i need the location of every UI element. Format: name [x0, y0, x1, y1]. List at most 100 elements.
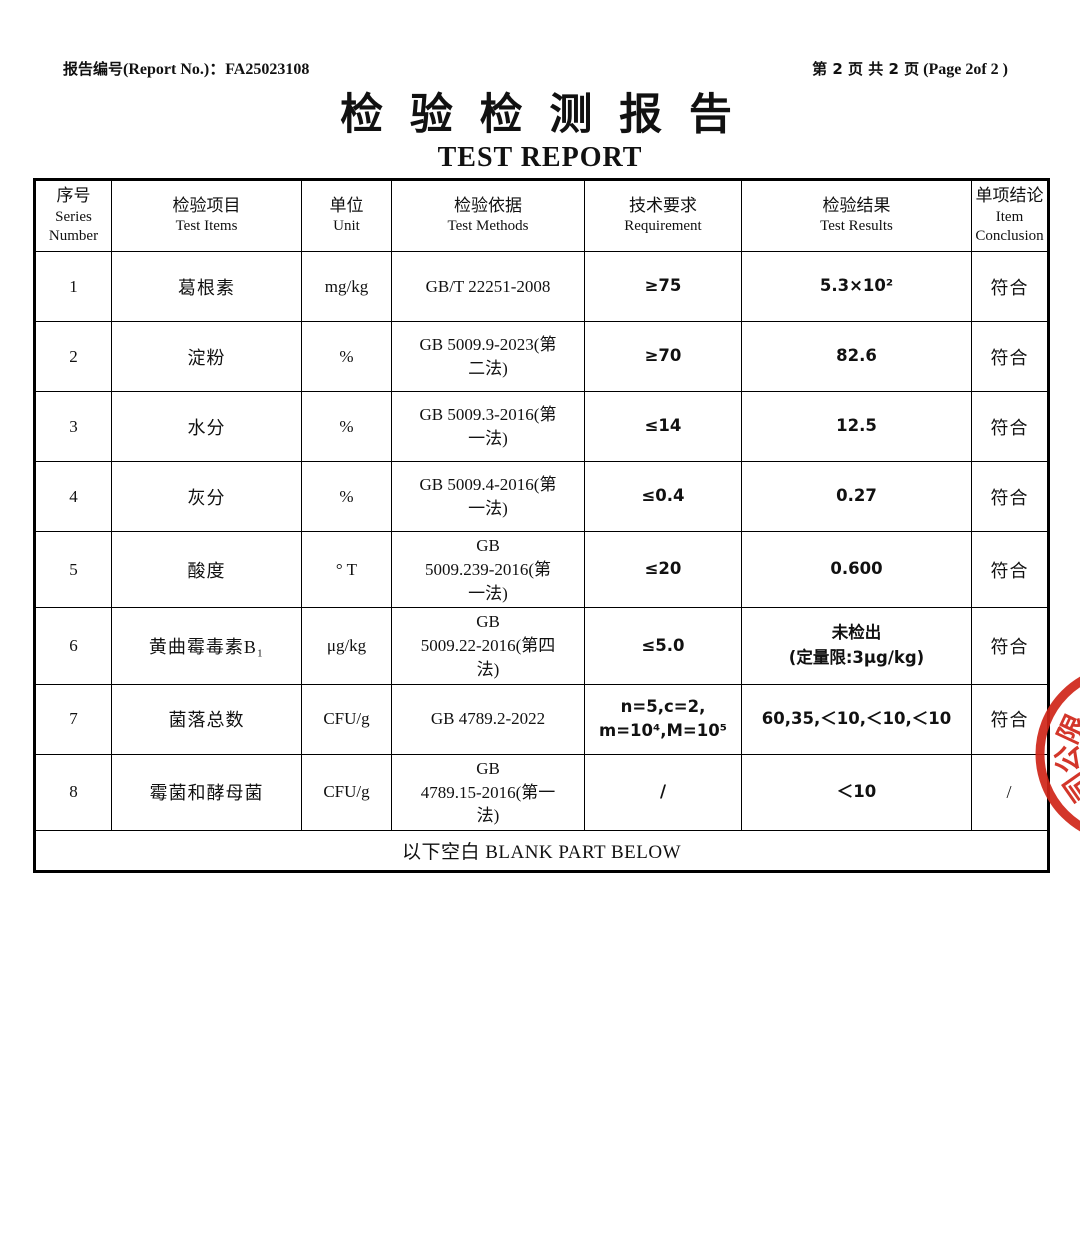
cell-series: 4: [34, 461, 112, 532]
col-header-series: 序号 Series Number: [34, 179, 112, 252]
cell-requirement: ≥70: [584, 321, 742, 392]
cell-method: GB 4789.15-2016(第一 法): [391, 753, 585, 832]
cell-conclusion: 符合: [971, 391, 1049, 462]
cell-unit: mg/kg: [301, 251, 392, 322]
cell-unit: %: [301, 321, 392, 392]
cell-requirement: n=5,c=2, m=10⁴,M=10⁵: [584, 683, 742, 755]
cell-series: 3: [34, 391, 112, 462]
report-number-value: (Report No.)：FA25023108: [123, 61, 310, 78]
cell-unit: %: [301, 391, 392, 462]
col-header-items: 检验项目 Test Items: [111, 179, 302, 252]
cell-series: 1: [34, 251, 112, 322]
cell-series: 8: [34, 753, 112, 832]
cell-requirement: ≤5.0: [584, 607, 742, 685]
cell-requirement: /: [584, 753, 742, 832]
cell-result: 60,35,＜10,＜10,＜10: [741, 683, 972, 755]
col-header-requirement-en: Requirement: [624, 218, 702, 235]
cell-item: 葛根素: [111, 251, 302, 322]
cell-series: 7: [34, 683, 112, 755]
col-header-results-cn: 检验结果: [822, 196, 891, 216]
col-header-items-en: Test Items: [175, 218, 238, 235]
cell-requirement: ≥75: [584, 251, 742, 322]
col-header-unit-cn: 单位: [329, 196, 364, 216]
table-row: 6 黄曲霉毒素B₁ μg/kg GB 5009.22-2016(第四 法) ≤5…: [34, 607, 1049, 685]
cell-result: 0.600: [741, 530, 972, 609]
cell-conclusion: 符合: [971, 461, 1049, 532]
cell-series: 6: [34, 607, 112, 685]
cell-method: GB 5009.4-2016(第 一法): [391, 461, 585, 532]
cell-unit: ° T: [301, 530, 392, 609]
col-header-requirement: 技术要求 Requirement: [584, 179, 742, 252]
col-header-results-en: Test Results: [820, 218, 893, 235]
col-header-methods: 检验依据 Test Methods: [391, 179, 585, 252]
cell-conclusion: 符合: [971, 683, 1049, 755]
table-header-row: 序号 Series Number 检验项目 Test Items 单位 Unit 检验…: [34, 179, 1049, 252]
cell-item: 酸度: [111, 530, 302, 609]
page-number-cn: 第 2 页 共 2 页: [812, 60, 920, 78]
cell-result: 0.27: [741, 461, 972, 532]
table-footer-row: 以下空白 BLANK PART BELOW: [34, 830, 1049, 873]
col-header-requirement-cn: 技术要求: [629, 196, 697, 216]
page-top-bar: 报告编号(Report No.)：FA25023108 第 2 页 共 2 页 …: [63, 55, 1008, 79]
cell-unit: CFU/g: [301, 683, 392, 755]
cell-conclusion: 符合: [971, 530, 1049, 609]
seal-char: 限: [1051, 709, 1080, 748]
table-row: 1 葛根素 mg/kg GB/T 22251-2008 ≥75 5.3×10² …: [34, 251, 1049, 322]
page-number-en: (Page 2of 2 ): [919, 61, 1008, 78]
page-title: 检 验 检 测 报 告: [340, 92, 740, 139]
cell-item: 淀粉: [111, 321, 302, 392]
page-subtitle: TEST REPORT: [437, 142, 643, 173]
cell-item: 霉菌和酵母菌: [111, 753, 302, 832]
col-header-methods-cn: 检验依据: [454, 196, 522, 216]
cell-requirement: ≤20: [584, 530, 742, 609]
table-row: 4 灰分 % GB 5009.4-2016(第 一法) ≤0.4 0.27 符合: [34, 461, 1049, 532]
cell-method: GB 5009.3-2016(第 一法): [391, 391, 585, 462]
cell-item: 黄曲霉毒素B₁: [111, 607, 302, 685]
col-header-series-cn: 序号: [56, 186, 91, 206]
col-header-methods-en: Test Methods: [447, 218, 529, 235]
blank-part-note: 以下空白 BLANK PART BELOW: [34, 830, 1049, 873]
cell-result: 82.6: [741, 321, 972, 392]
table-row: 5 酸度 ° T GB 5009.239-2016(第 一法) ≤20 0.60…: [34, 530, 1049, 609]
cell-requirement: ≤0.4: [584, 461, 742, 532]
col-header-results: 检验结果 Test Results: [741, 179, 972, 252]
cell-requirement: ≤14: [584, 391, 742, 462]
table-row: 8 霉菌和酵母菌 CFU/g GB 4789.15-2016(第一 法) / ＜…: [34, 753, 1049, 832]
cell-item: 灰分: [111, 461, 302, 532]
cell-result: 12.5: [741, 391, 972, 462]
col-header-conclusion-en: Item Conclusion: [975, 208, 1044, 245]
cell-method: GB 5009.22-2016(第四 法): [391, 607, 585, 685]
cell-conclusion: 符合: [971, 251, 1049, 322]
col-header-conclusion-cn: 单项结论: [975, 186, 1044, 206]
cell-unit: CFU/g: [301, 753, 392, 832]
col-header-items-cn: 检验项目: [172, 196, 241, 216]
cell-result: ＜10: [741, 753, 972, 832]
cell-method: GB 4789.2-2022: [391, 683, 585, 755]
seal-char: 司: [1056, 766, 1080, 808]
test-result-table: 序号 Series Number 检验项目 Test Items 单位 Unit 检验…: [33, 178, 1050, 874]
table-row: 7 菌落总数 CFU/g GB 4789.2-2022 n=5,c=2, m=1…: [34, 683, 1049, 755]
cell-method: GB 5009.9-2023(第 二法): [391, 321, 585, 392]
col-header-unit-en: Unit: [333, 218, 360, 235]
report-number: 报告编号(Report No.)：FA25023108: [63, 55, 309, 79]
cell-series: 5: [34, 530, 112, 609]
col-header-series-en: Series Number: [48, 208, 99, 245]
table-row: 3 水分 % GB 5009.3-2016(第 一法) ≤14 12.5 符合: [34, 391, 1049, 462]
col-header-conclusion: 单项结论 Item Conclusion: [971, 179, 1049, 252]
page-number: 第 2 页 共 2 页 (Page 2of 2 ): [812, 58, 1008, 79]
cell-unit: %: [301, 461, 392, 532]
cell-conclusion: 符合: [971, 321, 1049, 392]
report-number-label: 报告编号: [63, 60, 124, 78]
col-header-unit: 单位 Unit: [301, 179, 392, 252]
cell-series: 2: [34, 321, 112, 392]
cell-unit: μg/kg: [301, 607, 392, 685]
cell-conclusion: 符合: [971, 607, 1049, 685]
cell-result: 5.3×10²: [741, 251, 972, 322]
cell-method: GB/T 22251-2008: [391, 251, 585, 322]
table-row: 2 淀粉 % GB 5009.9-2023(第 二法) ≥70 82.6 符合: [34, 321, 1049, 392]
cell-conclusion: /: [971, 753, 1049, 832]
cell-item: 菌落总数: [111, 683, 302, 755]
cell-result: 未检出 (定量限:3μg/kg): [741, 607, 972, 685]
seal-char: 公: [1050, 744, 1080, 775]
